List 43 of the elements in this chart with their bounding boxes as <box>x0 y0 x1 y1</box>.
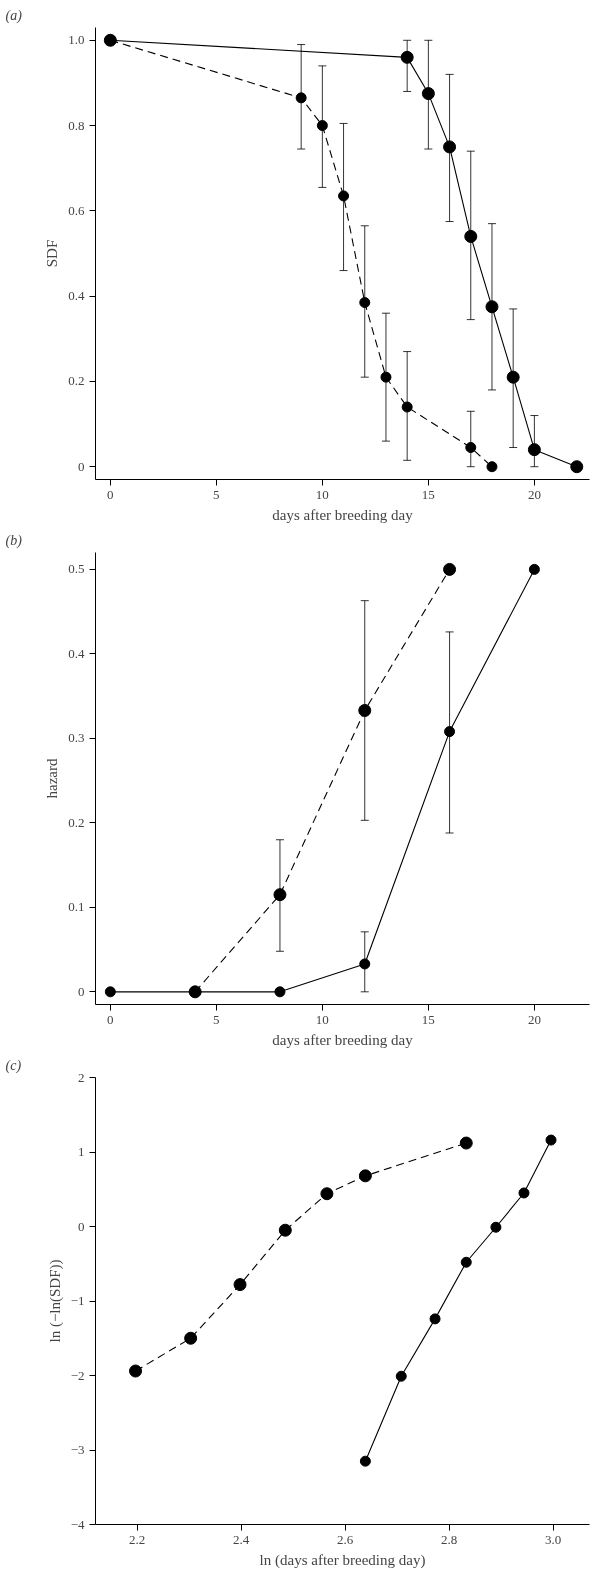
y-tick-label: 0.2 <box>68 814 85 830</box>
x-tick-label: 10 <box>315 486 329 502</box>
y-tick-label: 0 <box>78 1218 85 1234</box>
x-axis-title: days after breeding day <box>272 506 414 523</box>
y-tick-label: −1 <box>70 1293 85 1308</box>
x-tick-label: 15 <box>421 486 435 502</box>
x-tick-label: 5 <box>213 1011 220 1027</box>
text: (a) <box>5 7 23 24</box>
x-tick-label: 20 <box>527 486 541 502</box>
x-axis-title: ln (days after breeding day) <box>259 1551 426 1569</box>
y-tick-label: 0.3 <box>68 730 85 746</box>
x-tick-label: 0 <box>107 1011 114 1027</box>
x-tick-label: 2.6 <box>336 1531 354 1547</box>
y-axis-title: ln (−ln(SDF)) <box>46 1259 64 1343</box>
x-tick-label: 2.2 <box>128 1531 146 1547</box>
text: (b) <box>5 532 23 549</box>
y-axis-title: SDF <box>44 239 61 268</box>
y-tick-label: 0 <box>78 458 85 474</box>
y-tick-label: 0.6 <box>68 202 85 218</box>
x-tick-label: 0 <box>107 486 114 502</box>
x-tick-label: 5 <box>213 486 220 502</box>
x-tick-label: 3.0 <box>544 1531 562 1547</box>
x-tick-label: 2.4 <box>232 1531 250 1547</box>
y-tick-label: 2 <box>78 1069 85 1085</box>
y-tick-label: 1 <box>78 1144 85 1159</box>
y-tick-label: −4 <box>70 1516 85 1532</box>
y-tick-label: −2 <box>70 1367 85 1383</box>
x-tick-label: 20 <box>527 1011 541 1027</box>
y-tick-label: 0.4 <box>68 645 85 661</box>
y-tick-label: −3 <box>70 1442 85 1457</box>
y-tick-label: 0.2 <box>68 373 85 389</box>
text: (c) <box>5 1057 22 1074</box>
y-tick-label: 1.0 <box>68 32 85 48</box>
x-tick-label: 2.8 <box>440 1531 458 1547</box>
y-tick-label: 0.4 <box>68 288 85 304</box>
y-tick-label: 0.5 <box>68 561 85 577</box>
x-axis-title: days after breeding day <box>272 1031 414 1048</box>
x-tick-label: 15 <box>421 1011 435 1027</box>
y-tick-label: 0.8 <box>68 117 85 133</box>
x-tick-label: 10 <box>315 1011 329 1027</box>
y-axis-title: hazard <box>44 758 61 799</box>
y-tick-label: 0.1 <box>68 899 85 915</box>
y-tick-label: 0 <box>78 983 85 999</box>
